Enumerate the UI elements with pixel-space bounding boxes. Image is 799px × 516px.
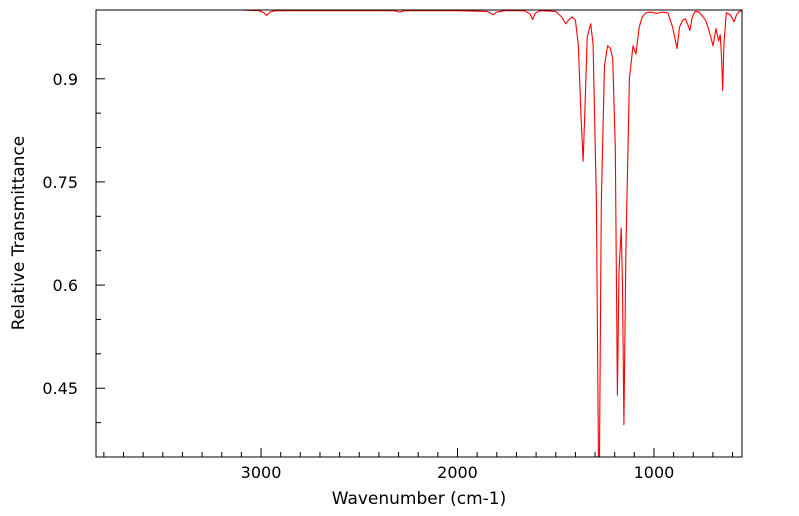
y-tick-label: 0.45: [42, 379, 78, 398]
y-tick-label: 0.75: [42, 173, 78, 192]
x-tick-label: 1000: [634, 463, 675, 482]
plot-frame: [95, 9, 743, 458]
y-tick-label: 0.6: [53, 276, 78, 295]
y-tick-label: 0.9: [53, 70, 78, 89]
x-tick-label: 2000: [437, 463, 478, 482]
x-tick-label: 3000: [241, 463, 282, 482]
tick-labels: 3000 2000 1000 0.45 0.6 0.75 0.9: [42, 70, 674, 482]
spectrum-line: [96, 10, 742, 457]
axis-ticks: [96, 9, 734, 458]
y-axis-label: Relative Transmittance: [9, 136, 29, 331]
x-axis-label: Wavenumber (cm-1): [332, 489, 507, 509]
